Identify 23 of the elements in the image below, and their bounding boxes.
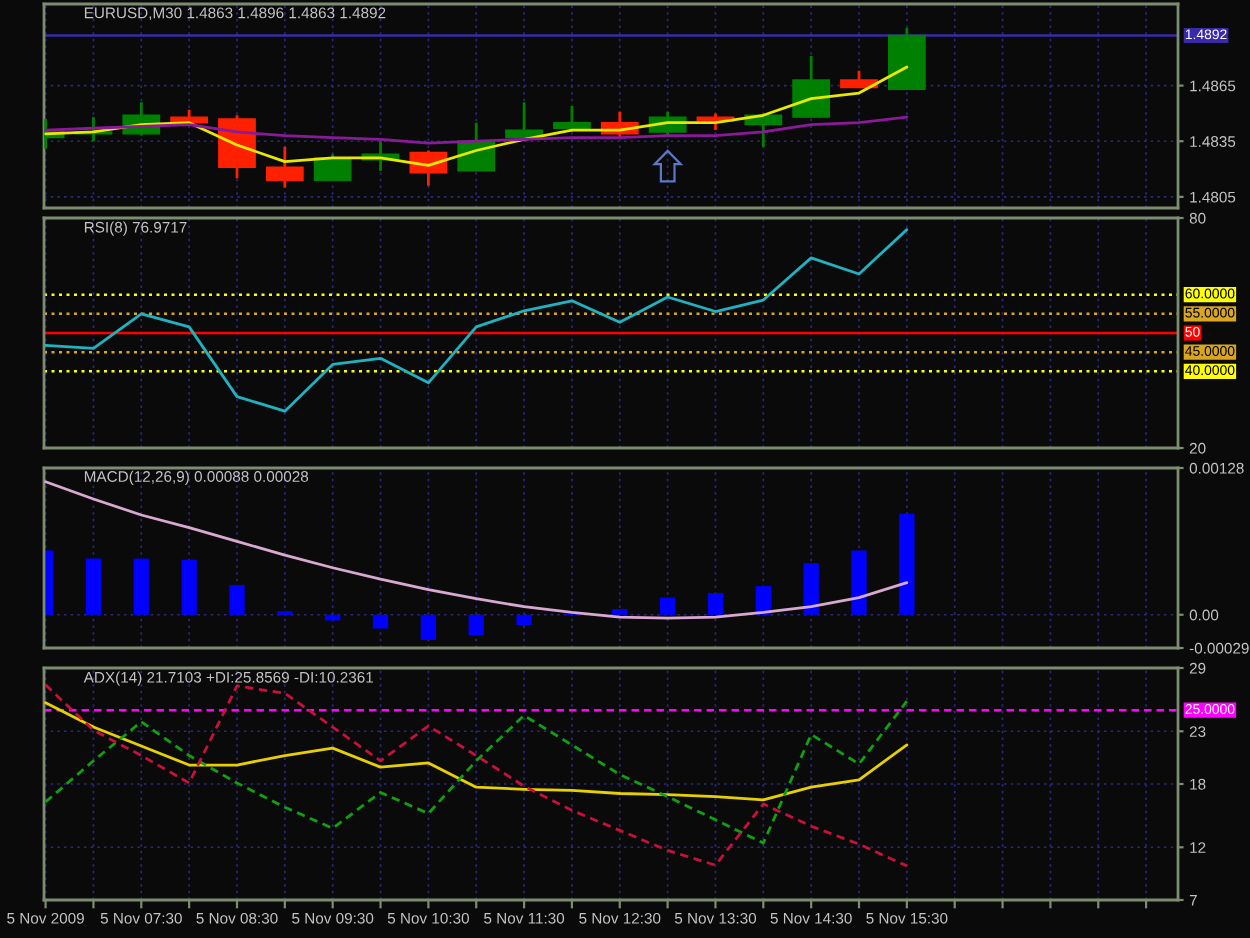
bar — [851, 550, 867, 615]
candlestick — [313, 152, 352, 182]
candlestick — [792, 54, 831, 119]
bar — [468, 614, 484, 636]
bar — [85, 558, 102, 615]
bar — [181, 559, 197, 615]
bar — [516, 614, 532, 626]
bar — [133, 558, 149, 615]
bar — [659, 597, 676, 615]
bar — [803, 563, 819, 615]
bar — [612, 609, 628, 615]
bar — [372, 614, 389, 629]
candlestick — [553, 104, 591, 134]
bar — [229, 584, 245, 615]
candlestick — [265, 145, 304, 189]
bar — [899, 513, 915, 615]
bar — [707, 592, 724, 615]
candlestick — [505, 100, 543, 139]
bar — [755, 586, 771, 615]
line-series — [44, 701, 909, 802]
line-series — [44, 699, 909, 845]
bar — [420, 614, 437, 640]
line-series — [44, 683, 909, 868]
